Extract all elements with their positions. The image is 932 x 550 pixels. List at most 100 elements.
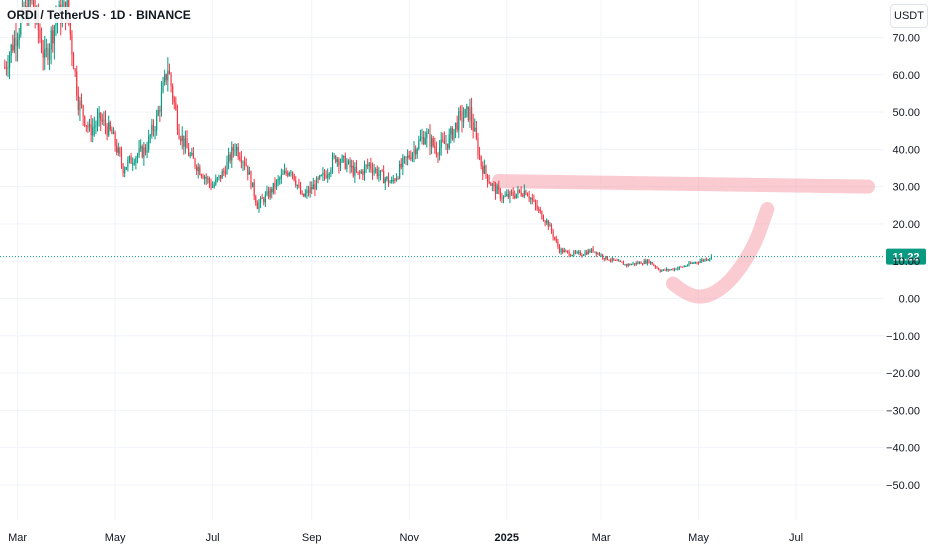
candle xyxy=(100,111,102,132)
y-tick-label: −20.00 xyxy=(886,368,920,380)
candle xyxy=(367,158,369,170)
candle xyxy=(547,219,549,231)
drawn-annotations xyxy=(491,174,876,304)
candle xyxy=(571,254,573,257)
last-price-line: 11.22 xyxy=(0,248,926,265)
candle xyxy=(138,139,140,159)
candle xyxy=(245,158,247,167)
candle xyxy=(686,264,688,267)
candle xyxy=(108,115,110,137)
candle xyxy=(602,253,604,260)
candlestick-series xyxy=(4,0,712,273)
candle xyxy=(307,185,310,197)
candle xyxy=(323,169,326,181)
candle xyxy=(608,259,610,261)
candle xyxy=(544,220,546,227)
candle xyxy=(638,261,641,265)
candle xyxy=(143,142,145,166)
candle xyxy=(170,71,172,93)
y-tick-label: 70.00 xyxy=(892,33,920,45)
candle xyxy=(204,174,206,185)
candle xyxy=(555,235,557,244)
candle xyxy=(39,23,41,43)
candle xyxy=(531,193,533,205)
candle xyxy=(589,248,591,254)
candle xyxy=(416,147,418,159)
candle xyxy=(437,152,439,164)
candle xyxy=(282,169,284,176)
candle xyxy=(208,176,211,189)
candle xyxy=(642,262,644,266)
candle xyxy=(418,135,420,151)
candle xyxy=(256,200,258,210)
candle xyxy=(181,126,183,150)
candle xyxy=(442,132,444,143)
candle xyxy=(267,186,270,200)
candle xyxy=(691,261,693,264)
candle xyxy=(44,35,46,71)
candle xyxy=(114,130,116,152)
candle xyxy=(76,65,78,101)
candle xyxy=(705,257,708,262)
candle xyxy=(338,157,340,174)
candle xyxy=(13,30,15,54)
y-axis: 70.00 60.00 50.00 40.00 30.00 20.00 10.00 0.00 −… xyxy=(886,33,920,492)
candle xyxy=(146,141,148,159)
candle xyxy=(371,162,374,180)
candle xyxy=(277,175,279,187)
candle xyxy=(77,86,79,116)
candle xyxy=(643,258,645,265)
y-tick-label: 30.00 xyxy=(892,182,920,194)
candle xyxy=(622,260,625,265)
candle xyxy=(407,149,409,166)
candle xyxy=(132,157,134,171)
y-tick-label: −30.00 xyxy=(886,405,920,417)
candle xyxy=(568,249,570,258)
candle xyxy=(173,95,175,110)
candle xyxy=(434,137,436,154)
currency-button[interactable]: USDT xyxy=(890,4,928,28)
candle xyxy=(48,43,51,71)
candle xyxy=(87,121,89,134)
candle xyxy=(285,167,287,177)
candle xyxy=(162,76,164,94)
candle xyxy=(408,150,410,160)
candle xyxy=(40,27,43,54)
candle xyxy=(669,268,671,271)
candle xyxy=(234,143,236,156)
candle xyxy=(558,244,561,254)
candle xyxy=(485,164,487,179)
candle xyxy=(379,170,382,181)
candle xyxy=(475,120,477,141)
candle xyxy=(319,174,321,181)
candle xyxy=(175,96,177,111)
candle xyxy=(347,159,350,165)
candle xyxy=(328,172,330,180)
candle xyxy=(215,174,217,186)
candle xyxy=(315,176,318,190)
y-tick-label: 60.00 xyxy=(892,70,920,82)
candle xyxy=(346,158,348,173)
candle xyxy=(510,189,513,196)
candle xyxy=(247,165,249,181)
candle xyxy=(167,57,169,92)
candle xyxy=(552,228,554,241)
candle xyxy=(165,73,167,86)
candle xyxy=(152,119,155,137)
candle xyxy=(172,83,174,105)
chart-grid xyxy=(0,0,884,520)
candle xyxy=(283,163,286,175)
candle xyxy=(528,190,530,203)
candle xyxy=(579,250,581,256)
candle xyxy=(429,124,431,156)
candle xyxy=(383,165,385,184)
candle xyxy=(200,173,203,179)
candle xyxy=(314,180,316,197)
candle xyxy=(197,162,199,179)
candle xyxy=(522,193,524,198)
candle xyxy=(566,250,569,254)
candle xyxy=(148,129,150,153)
candle xyxy=(168,63,171,75)
candle xyxy=(47,43,49,65)
